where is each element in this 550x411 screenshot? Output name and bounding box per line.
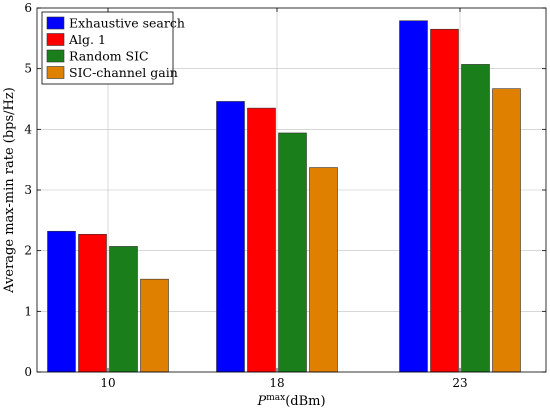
x-axis-label-sup: max — [266, 393, 285, 403]
y-tick-label: 2 — [24, 244, 32, 258]
bar-exhaustive-search-23 — [399, 20, 428, 373]
legend-swatch — [46, 16, 65, 30]
y-axis-label: Average max-min rate (bps/Hz) — [2, 87, 17, 294]
y-tick-label: 5 — [24, 62, 32, 76]
legend-label: SIC-channel gain — [69, 65, 178, 80]
bar-alg-1-18 — [247, 107, 276, 373]
bar-random-sic-10 — [109, 246, 138, 373]
legend-swatch — [46, 66, 65, 79]
bar-random-sic-23 — [461, 64, 490, 373]
bar-random-sic-18 — [278, 132, 307, 373]
bars-group — [47, 20, 521, 373]
legend-label: Alg. 1 — [68, 32, 106, 47]
bar-sic-channel-gain-23 — [492, 88, 521, 373]
x-axis-label-main: P — [256, 394, 266, 409]
legend-label: Exhaustive search — [69, 16, 185, 31]
legend-label: Random SIC — [69, 49, 149, 64]
y-tick-label: 1 — [24, 304, 32, 318]
y-tick-label: 6 — [24, 1, 32, 15]
y-tick-label: 0 — [24, 365, 32, 379]
y-tick-label: 4 — [24, 122, 32, 136]
y-tick-label: 3 — [24, 183, 32, 197]
x-tick-label: 23 — [452, 376, 467, 390]
bar-alg-1-23 — [430, 28, 459, 373]
x-tick-label: 18 — [269, 376, 284, 390]
bar-alg-1-10 — [78, 233, 107, 373]
x-tick-label: 10 — [100, 376, 115, 390]
legend-swatch — [46, 49, 65, 63]
bar-sic-channel-gain-18 — [309, 167, 338, 373]
x-axis-label: Pmax(dBm) — [256, 393, 325, 409]
bar-sic-channel-gain-10 — [140, 278, 169, 373]
bar-exhaustive-search-10 — [47, 230, 76, 373]
y-ticks: 0 1 2 3 4 5 6 — [24, 1, 546, 379]
legend-swatch — [46, 33, 65, 46]
x-ticks: 10 18 23 — [100, 8, 468, 390]
x-axis-label-unit: (dBm) — [285, 394, 325, 409]
bar-exhaustive-search-18 — [216, 101, 245, 373]
